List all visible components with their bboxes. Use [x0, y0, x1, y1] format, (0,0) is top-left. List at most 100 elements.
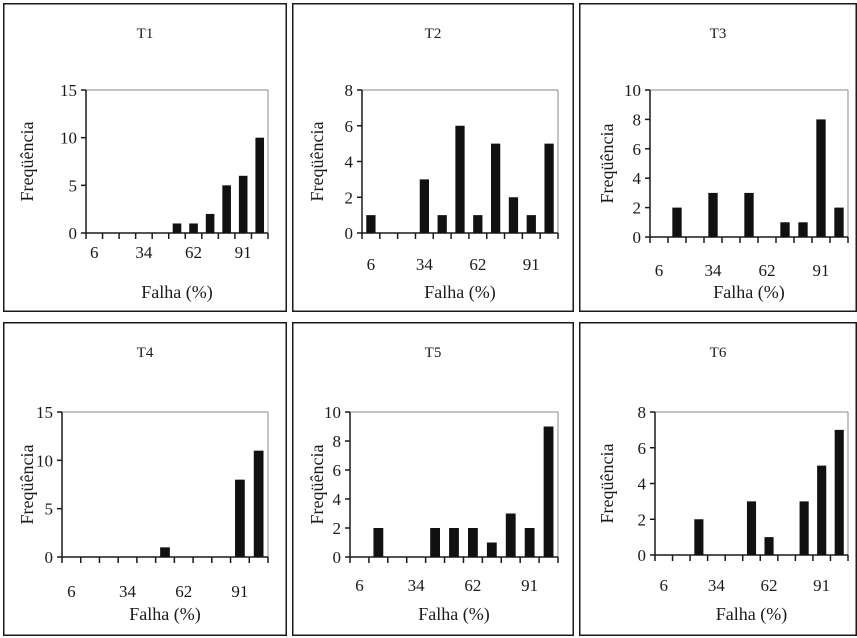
bar [473, 215, 483, 233]
x-tick-label: 62 [469, 255, 486, 274]
x-axis-label: Falha (%) [418, 604, 489, 625]
y-axis-label: Freqüência [307, 445, 327, 525]
x-axis-label: Falha (%) [129, 604, 200, 625]
bar [172, 223, 182, 233]
bar [798, 222, 808, 237]
y-tick-label: 10 [624, 81, 641, 100]
x-tick-label: 91 [813, 261, 830, 280]
chart-panel-3: T3 0 2 4 6 8 10 6 34 62 91 Falha (%) Freqüência [579, 3, 857, 312]
y-tick-label: 5 [69, 176, 78, 195]
panel-frame [292, 322, 574, 636]
y-tick-label: 6 [638, 439, 647, 458]
chart-panel-5: T5 0 2 4 6 8 10 6 34 62 91 Falha (%) Freqüência [292, 322, 574, 636]
x-tick-label: 62 [761, 576, 778, 595]
bar [780, 222, 790, 237]
panel-frame [579, 3, 857, 312]
x-tick-label: 62 [464, 576, 481, 595]
bar [222, 185, 231, 233]
y-tick-label: 8 [345, 81, 354, 100]
chart-title: T1 [137, 26, 154, 42]
bar [746, 501, 757, 555]
x-axis-label: Falha (%) [424, 282, 495, 303]
y-tick-label: 0 [333, 548, 342, 567]
y-tick-label: 2 [333, 519, 342, 538]
y-tick-label: 10 [324, 403, 341, 422]
bar [544, 143, 554, 233]
x-tick-label: 91 [521, 576, 538, 595]
bar [524, 528, 535, 557]
bar [238, 175, 248, 233]
x-tick-label: 6 [655, 261, 664, 280]
chart-panel-2: T2 0 2 4 6 8 6 34 62 91 Falha (%) Freqüência [292, 3, 574, 312]
x-tick-label: 6 [367, 255, 376, 274]
x-axis-label: Falha (%) [141, 282, 212, 303]
chart-title: T4 [137, 345, 154, 361]
bar [708, 192, 718, 237]
panel-frame [3, 322, 287, 636]
bar [816, 119, 826, 237]
bar [508, 197, 519, 233]
bar [373, 528, 384, 557]
y-tick-label: 6 [345, 117, 354, 136]
x-tick-label: 34 [416, 255, 434, 274]
panel-frame [3, 3, 287, 312]
chart-panel-4: T4 0 5 10 15 6 34 62 91 Falha (%) Freqüência [3, 322, 287, 636]
bar [255, 137, 265, 233]
x-tick-label: 34 [408, 576, 426, 595]
chart-panel-1: T1 0 5 10 15 6 34 62 91 Falha (%) Freqüência [3, 3, 287, 312]
x-tick-label: 62 [175, 582, 192, 601]
panel-frame [292, 3, 574, 312]
bar [437, 215, 447, 233]
y-tick-label: 8 [633, 110, 642, 129]
bar [455, 125, 465, 233]
x-tick-label: 62 [759, 261, 776, 280]
bar [205, 213, 215, 233]
x-tick-label: 6 [67, 582, 76, 601]
bar [491, 143, 501, 233]
y-axis-label: Freqüência [597, 444, 617, 524]
y-tick-label: 0 [638, 546, 647, 565]
y-tick-label: 5 [45, 500, 54, 519]
y-axis-label: Freqüência [597, 124, 617, 204]
y-tick-label: 2 [345, 188, 354, 207]
bar [744, 192, 754, 237]
bar [526, 215, 536, 233]
bar [189, 223, 198, 233]
bar [419, 179, 429, 233]
y-tick-label: 10 [36, 451, 53, 470]
bar [235, 479, 245, 557]
chart-title: T2 [425, 26, 442, 42]
y-tick-label: 2 [633, 199, 642, 218]
bar [253, 450, 264, 557]
bar [764, 537, 774, 555]
bar [366, 215, 376, 233]
chart-panel-6: T6 0 2 4 6 8 6 34 62 91 Falha (%) Freqüência [579, 322, 857, 636]
x-tick-label: 6 [90, 243, 99, 262]
bar [505, 513, 516, 557]
y-axis-label: Freqüência [17, 122, 37, 202]
x-axis-label: Falha (%) [716, 604, 787, 625]
y-tick-label: 2 [638, 510, 647, 529]
bar [430, 528, 441, 557]
x-tick-label: 34 [708, 576, 726, 595]
bar [672, 207, 682, 237]
panel-frame [579, 322, 857, 636]
bar [694, 519, 704, 555]
bar [543, 426, 554, 557]
x-tick-label: 62 [185, 243, 202, 262]
y-tick-label: 0 [69, 224, 78, 243]
y-axis-label: Freqüência [307, 122, 327, 202]
x-tick-label: 91 [523, 255, 540, 274]
bar [817, 465, 827, 555]
y-tick-label: 6 [333, 461, 342, 480]
x-tick-label: 34 [705, 261, 723, 280]
y-tick-label: 4 [345, 153, 354, 172]
y-tick-label: 15 [60, 81, 77, 100]
bar [467, 528, 478, 557]
chart-title: T5 [425, 345, 442, 361]
y-tick-label: 8 [638, 403, 647, 422]
x-axis-label: Falha (%) [713, 282, 784, 303]
x-tick-label: 6 [660, 576, 669, 595]
y-tick-label: 15 [36, 403, 53, 422]
